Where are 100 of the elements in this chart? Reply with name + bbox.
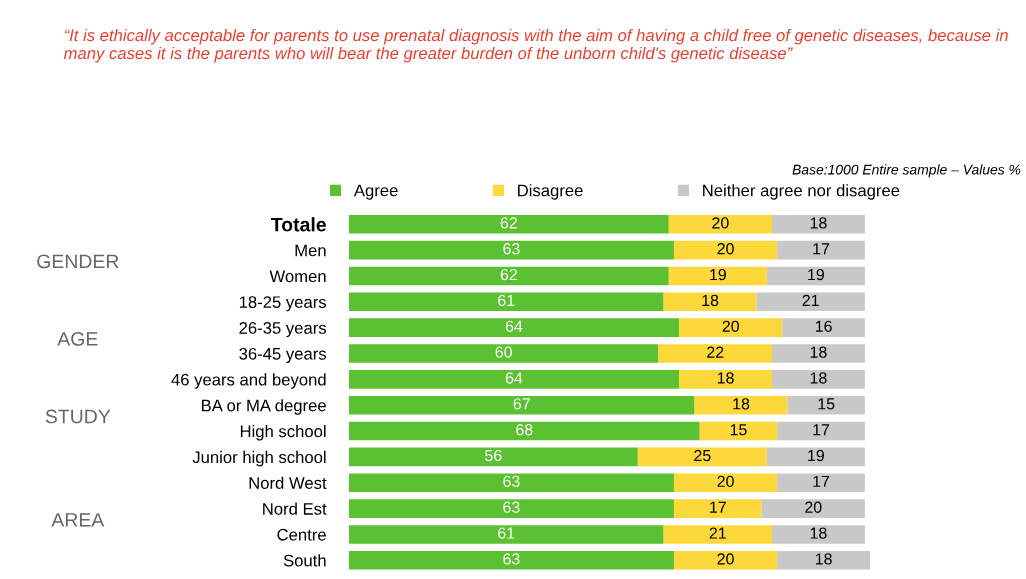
bar bbox=[777, 421, 865, 441]
bar bbox=[777, 240, 865, 260]
data-label: 19 bbox=[808, 268, 824, 281]
bar bbox=[679, 318, 783, 337]
bar bbox=[658, 344, 772, 363]
data-label: 63 bbox=[503, 475, 520, 488]
data-label: 19 bbox=[710, 268, 726, 281]
data-label: 64 bbox=[505, 320, 523, 332]
data-label: 20 bbox=[717, 475, 734, 488]
data-label: 68 bbox=[516, 424, 533, 436]
text: AREA bbox=[51, 513, 105, 527]
bar bbox=[782, 318, 865, 337]
bar bbox=[673, 550, 778, 570]
data-label: 17 bbox=[710, 501, 726, 513]
data-label: 64 bbox=[505, 372, 523, 384]
text: STUDY bbox=[45, 409, 111, 424]
data-label: 20 bbox=[722, 320, 739, 332]
bar bbox=[772, 525, 865, 544]
bar bbox=[777, 550, 871, 570]
bar bbox=[766, 447, 865, 467]
data-label: 63 bbox=[503, 553, 520, 565]
legend-label: Neither agree nor disagree bbox=[703, 184, 900, 200]
bar bbox=[772, 370, 865, 389]
data-label: 18 bbox=[815, 553, 832, 565]
data-label: 56 bbox=[485, 449, 502, 462]
y-tick-label: 26-35 years bbox=[239, 322, 327, 338]
data-label: 63 bbox=[503, 501, 520, 513]
bar bbox=[348, 370, 680, 389]
data-label: 18 bbox=[810, 217, 827, 229]
bar bbox=[348, 214, 669, 234]
y-tick-label: BA or MA degree bbox=[201, 399, 326, 415]
data-label: 62 bbox=[500, 268, 517, 281]
data-label: 61 bbox=[498, 527, 515, 539]
bar bbox=[699, 421, 778, 441]
data-label: 67 bbox=[513, 398, 530, 410]
data-label: 18 bbox=[733, 398, 750, 410]
data-label: 20 bbox=[805, 501, 822, 513]
bar bbox=[663, 525, 772, 544]
bar bbox=[348, 473, 674, 493]
bar bbox=[348, 525, 664, 544]
bar bbox=[663, 292, 757, 312]
bar bbox=[348, 447, 638, 467]
bar bbox=[766, 266, 865, 286]
data-label: 20 bbox=[717, 243, 734, 255]
y-tick-label: High school bbox=[240, 425, 326, 441]
bar bbox=[348, 499, 674, 518]
bar bbox=[694, 395, 788, 415]
data-label: 15 bbox=[818, 398, 835, 410]
y-tick-label: Nord Est bbox=[263, 502, 327, 515]
bar bbox=[673, 499, 762, 518]
data-label: 25 bbox=[694, 449, 711, 462]
bar bbox=[348, 240, 674, 260]
y-tick-label: South bbox=[283, 554, 326, 567]
bar bbox=[761, 499, 865, 518]
legend-label: Disagree bbox=[518, 184, 583, 200]
bar bbox=[348, 395, 695, 415]
data-label: 21 bbox=[709, 527, 726, 539]
y-tick-label: Totale bbox=[271, 217, 326, 232]
data-label: 22 bbox=[707, 346, 724, 358]
chart-title: “It is ethically acceptable for parents to use prenatal diagnosis with the aim of having a child free of genetic diseases, because in many cases it is the parents who will bear the greater burden of the unborn child's genetic disease” bbox=[63, 28, 1008, 63]
bar bbox=[348, 421, 700, 441]
y-tick-label: Centre bbox=[277, 528, 326, 541]
bar bbox=[673, 473, 778, 493]
bar bbox=[348, 292, 664, 312]
bar bbox=[348, 266, 669, 286]
data-label: 16 bbox=[815, 320, 832, 332]
bar bbox=[668, 266, 767, 286]
bar bbox=[348, 318, 680, 337]
text: Base:1000 Entire sample – Values % bbox=[792, 164, 1021, 178]
bar bbox=[787, 395, 865, 415]
data-label: 18 bbox=[810, 527, 827, 539]
bar bbox=[348, 344, 659, 363]
bar bbox=[679, 370, 772, 389]
bar bbox=[772, 344, 865, 363]
data-label: 20 bbox=[717, 553, 734, 565]
data-label: 62 bbox=[500, 217, 517, 229]
data-label: 17 bbox=[813, 424, 830, 436]
y-tick-label: 18-25 years bbox=[239, 296, 327, 312]
data-label: 17 bbox=[813, 475, 830, 487]
bar bbox=[348, 550, 674, 570]
bar bbox=[668, 214, 772, 234]
bar bbox=[637, 447, 767, 467]
data-label: 18 bbox=[702, 294, 719, 307]
data-label: 19 bbox=[808, 449, 824, 462]
bar bbox=[772, 214, 865, 234]
y-tick-label: 36-45 years bbox=[239, 347, 327, 363]
data-label: 63 bbox=[503, 243, 520, 255]
bar bbox=[756, 292, 865, 312]
bar bbox=[777, 473, 865, 493]
y-tick-label: Men bbox=[295, 244, 326, 257]
data-label: 21 bbox=[802, 294, 819, 306]
legend-label: Agree bbox=[353, 184, 398, 200]
text: GENDER bbox=[37, 254, 119, 269]
data-label: 18 bbox=[810, 346, 827, 358]
data-label: 18 bbox=[717, 372, 734, 384]
data-label: 17 bbox=[813, 243, 830, 255]
y-tick-label: Junior high school bbox=[192, 450, 326, 467]
data-label: 60 bbox=[495, 346, 512, 358]
data-label: 20 bbox=[712, 217, 729, 229]
data-label: 61 bbox=[498, 294, 515, 307]
